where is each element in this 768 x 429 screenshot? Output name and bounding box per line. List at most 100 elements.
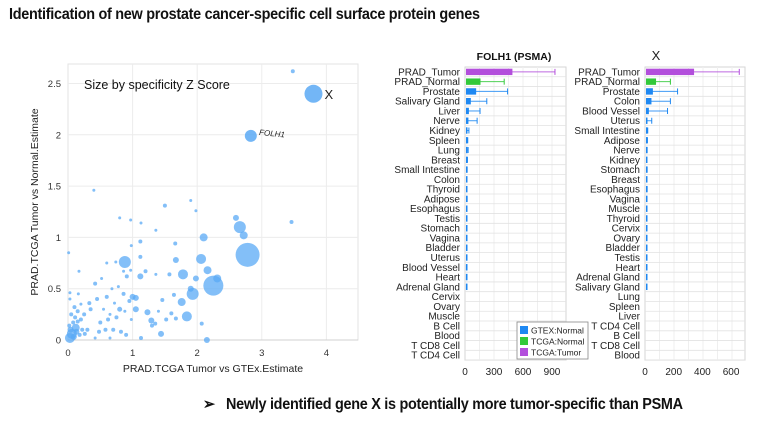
scatter-point [124,274,129,279]
scatter-y-tick-label: 1.5 [48,182,61,193]
scatter-point [132,294,139,301]
legend-swatch-tcga_tumor [520,348,528,356]
scatter-point [192,275,199,282]
bar-chart-folh1-category-label: T CD8 Cell [411,341,460,352]
bar-chart-folh1-category-label: Breast [431,155,460,166]
scatter-point [108,312,112,316]
scatter-point [213,274,222,283]
bar-chart-folh1-title: FOLH1 (PSMA) [477,51,552,63]
scatter-point [93,336,97,340]
scatter-point [108,336,112,340]
scatter-point [167,272,172,277]
scatter-x-tick-label: 1 [130,348,135,359]
scatter-point [71,320,76,325]
scatter-point [203,266,212,275]
bar-chart-x-category-label: T CD4 Cell [591,321,640,332]
bar-chart-folh1-category-label: Lung [438,146,460,157]
scatter-point [82,331,87,336]
bar-chart-x-category-label: Bladder [606,243,641,254]
bar-chart-folh1-category-label: Kidney [429,126,460,137]
bar-chart-x-category-label: Cervix [612,224,640,235]
conclusion-statement: ➢ Newly identified gene X is potentially … [203,395,683,414]
scatter-point [75,309,80,314]
scatter-point [143,269,148,274]
scatter-point [173,241,178,246]
scatter-point [87,301,92,306]
scatter-point [290,69,295,74]
scatter-point [164,317,169,322]
scatter-y-tick-label: 1 [56,233,61,244]
bar-chart-folh1-category-label: Ovary [433,302,460,313]
scatter-point [78,317,83,322]
bar-chart-x-x-tick-label: 0 [642,367,648,378]
bar-chart-folh1: FOLH1 (PSMA) PRAD_TumorPRAD_NormalProsta… [394,51,567,378]
scatter-x-tick-label: 4 [324,348,329,359]
scatter-point [68,297,72,301]
scatter-point [82,312,87,317]
bar-chart-folh1-category-label: Uterus [431,253,460,264]
bar-chart-folh1-category-label: Vagina [430,233,461,244]
scatter-point [203,337,210,343]
bar-chart-folh1-category-label: Esophagus [410,204,460,215]
bar-chart-folh1-category-label: PRAD_Tumor [398,67,461,78]
scatter-point [139,221,143,225]
scatter-point [160,297,165,302]
scatter-point [118,329,123,334]
scatter-point [116,285,120,289]
bar-chart-x-category-label: Prostate [603,87,641,98]
scatter-point-label-x: X [324,87,333,102]
scatter-point [169,311,174,316]
scatter-point [97,329,102,334]
scatter-point [158,330,165,337]
scatter-point [113,301,117,305]
scatter-point [73,315,78,320]
bar-chart-x-category-label: Small Intestine [574,126,640,137]
scatter-point [111,327,116,332]
scatter-point [73,328,80,335]
bar-chart-x-x-tick-label: 200 [665,367,682,378]
scatter-plot-area [67,63,359,341]
bar-chart-folh1-category-label: Bladder [426,243,461,254]
scatter-point [67,326,74,333]
scatter-point [92,188,96,192]
bar-chart-folh1-category-label: Stomach [421,224,460,235]
scatter-point [137,273,144,280]
scatter-point [88,307,93,312]
scatter-point [189,198,193,202]
slide-title: Identification of new prostate cancer-sp… [9,6,480,23]
bar-chart-x-category-label: Blood Vessel [582,106,640,117]
bar-chart-folh1-category-label: Spleen [429,136,460,147]
bar-chart-folh1-category-label: Prostate [423,87,461,98]
scatter-point [138,335,143,340]
scatter-point [149,323,154,328]
scatter-point [67,323,72,328]
scatter-point-folh1 [244,129,257,142]
scatter-point [289,220,294,225]
bar-chart-x-category-label: Vagina [610,194,641,205]
scatter-annotation: Size by specificity Z Score [84,78,230,92]
legend-label: GTEX:Normal [531,326,584,336]
bar-chart-folh1-category-label: Blood Vessel [402,263,460,274]
scatter-point [114,315,119,320]
scatter-point [124,332,129,337]
bar-chart-x-category-label: Salivary Gland [575,282,640,293]
scatter-point [199,321,204,326]
scatter-point [233,221,246,234]
scatter-point [171,292,176,297]
bar-chart-folh1-x-tick-label: 600 [515,367,532,378]
scatter-point [118,216,122,220]
scatter-point [177,269,188,280]
bar-chart-x-category-label: Liver [618,312,640,323]
scatter-point [77,332,82,337]
scatter-points [64,69,323,343]
scatter-point [123,309,127,313]
bar-chart-x-title: X [652,48,661,63]
scatter-point [98,320,103,325]
scatter-point-label-folh1: FOLH1 [259,128,286,140]
bar-chart-folh1-category-label: Testis [434,214,460,225]
scatter-point [172,256,179,263]
scatter-point [194,209,198,213]
bar-chart-folh1-category-label: Colon [434,175,460,186]
